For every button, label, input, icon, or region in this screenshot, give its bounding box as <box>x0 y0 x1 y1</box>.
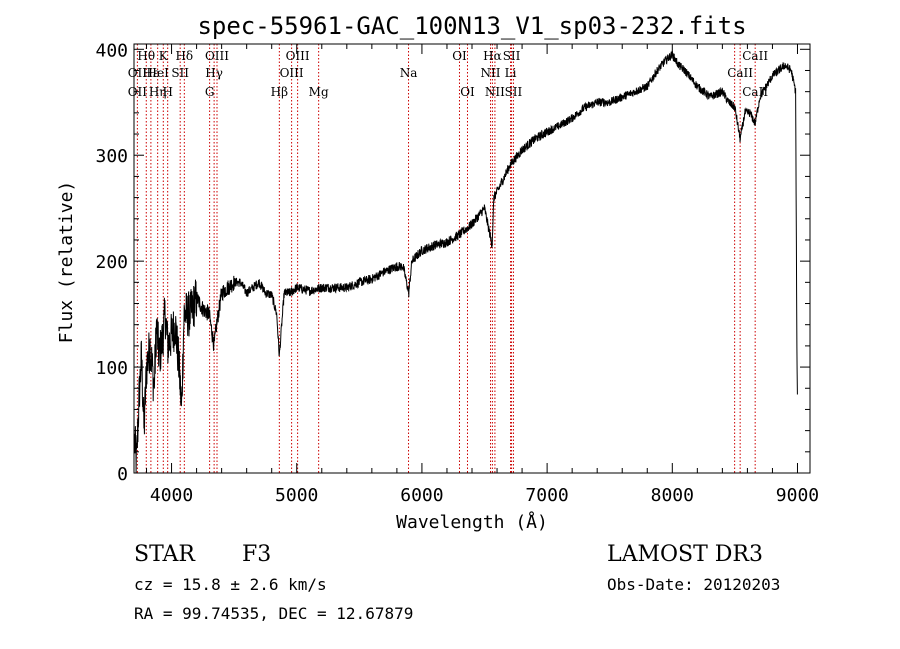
x-tick-label: 7000 <box>525 485 568 506</box>
x-tick-label: 4000 <box>150 485 193 506</box>
line-marker-label: G <box>205 85 215 99</box>
object-subclass: F3 <box>242 542 271 567</box>
line-marker-label: Hβ <box>271 85 288 99</box>
line-marker-label: SII <box>503 49 521 63</box>
coordinates: RA = 99.74535, DEC = 12.67879 <box>134 604 413 623</box>
line-marker-label: SII <box>505 85 523 99</box>
line-marker-label: K <box>159 49 169 63</box>
line-marker-label: NII <box>481 66 501 80</box>
line-markers <box>136 44 756 473</box>
line-marker-label: Mg <box>309 85 329 99</box>
object-class: STAR <box>134 542 196 567</box>
line-marker-label: Hα <box>483 49 502 63</box>
line-marker-label: Na <box>400 66 418 80</box>
spectrum-line <box>134 50 798 474</box>
line-marker-label: CaII <box>742 85 768 99</box>
line-marker-label: OII <box>128 66 148 80</box>
line-marker-label: Hθ <box>137 49 155 63</box>
redshift-cz: cz = 15.8 ± 2.6 km/s <box>134 575 327 594</box>
line-marker-label: SII <box>171 66 189 80</box>
line-marker-label: OI <box>452 49 467 63</box>
x-tick-label: 5000 <box>275 485 318 506</box>
y-tick-label: 300 <box>95 146 128 167</box>
line-marker-label: OIII <box>286 49 310 63</box>
obs-date: Obs-Date: 20120203 <box>607 575 780 594</box>
line-marker-label: Li <box>505 66 517 80</box>
y-axis-label: Flux (relative) <box>56 181 77 344</box>
x-tick-label: 9000 <box>776 485 819 506</box>
line-marker-label: OIII <box>205 49 229 63</box>
y-tick-label: 400 <box>95 40 128 61</box>
line-marker-label: NII <box>485 85 505 99</box>
line-marker-label: Hγ <box>205 66 223 80</box>
line-marker-label: Hη <box>149 85 167 99</box>
y-tick-label: 0 <box>117 464 128 485</box>
chart-title: spec-55961-GAC_100N13_V1_sp03-232.fits <box>197 12 746 40</box>
x-tick-label: 8000 <box>651 485 694 506</box>
x-axis-label: Wavelength (Å) <box>396 511 548 533</box>
line-marker-label: H <box>162 85 172 99</box>
x-tick-label: 6000 <box>400 485 443 506</box>
line-marker-label: CaII <box>742 49 768 63</box>
line-marker-label: HeI <box>147 66 170 80</box>
y-tick-label: 100 <box>95 358 128 379</box>
line-marker-label: Hε <box>143 66 160 80</box>
survey-name: LAMOST DR3 <box>607 542 763 567</box>
axes: 4000 5000 6000 7000 8000 9000 0 100 200 300 400 <box>95 40 819 506</box>
line-marker-label: CaII <box>727 66 753 80</box>
line-marker-label: OI <box>460 85 475 99</box>
plot-frame <box>133 43 811 474</box>
line-marker-label: OIII <box>280 66 304 80</box>
line-marker-label: Hδ <box>175 49 193 63</box>
y-tick-label: 200 <box>95 252 128 273</box>
